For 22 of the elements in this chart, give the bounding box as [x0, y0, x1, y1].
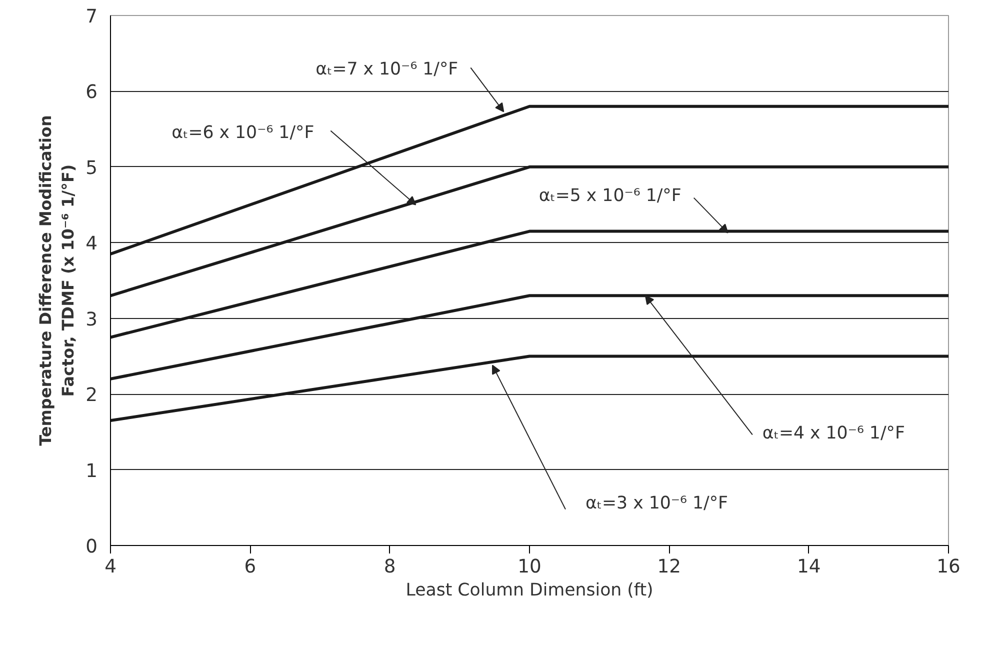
- annotation: αₜ=5 x 10⁻⁶ 1/°F: [538, 186, 682, 206]
- y-tick-label: 0: [86, 536, 98, 558]
- x-tick-label: 6: [244, 556, 256, 578]
- y-tick-label: 5: [86, 158, 98, 179]
- annotation: αₜ=3 x 10⁻⁶ 1/°F: [585, 493, 728, 514]
- annotation: αₜ=6 x 10⁻⁶ 1/°F: [172, 122, 314, 143]
- x-tick-label: 16: [936, 556, 960, 578]
- y-axis-title: Temperature Difference Modification Factor, TDMF (x 10⁻⁶ 1/°F): [36, 115, 78, 446]
- x-tick-label: 4: [104, 556, 116, 578]
- x-tick-label: 10: [518, 556, 542, 578]
- x-tick-label: 12: [657, 556, 682, 578]
- x-tick-label: 14: [796, 556, 821, 578]
- y-tick-label: 1: [86, 460, 98, 482]
- y-tick-label: 6: [86, 82, 98, 104]
- y-tick-label: 4: [86, 234, 98, 255]
- x-axis-title: Least Column Dimension (ft): [406, 580, 654, 600]
- annotation: αₜ=7 x 10⁻⁶ 1/°F: [316, 60, 458, 80]
- y-tick-label: 7: [86, 6, 98, 28]
- annotation: αₜ=4 x 10⁻⁶ 1/°F: [762, 424, 905, 444]
- y-tick-label: 3: [86, 309, 98, 330]
- y-tick-label: 2: [86, 385, 98, 406]
- x-tick-label: 8: [384, 556, 396, 578]
